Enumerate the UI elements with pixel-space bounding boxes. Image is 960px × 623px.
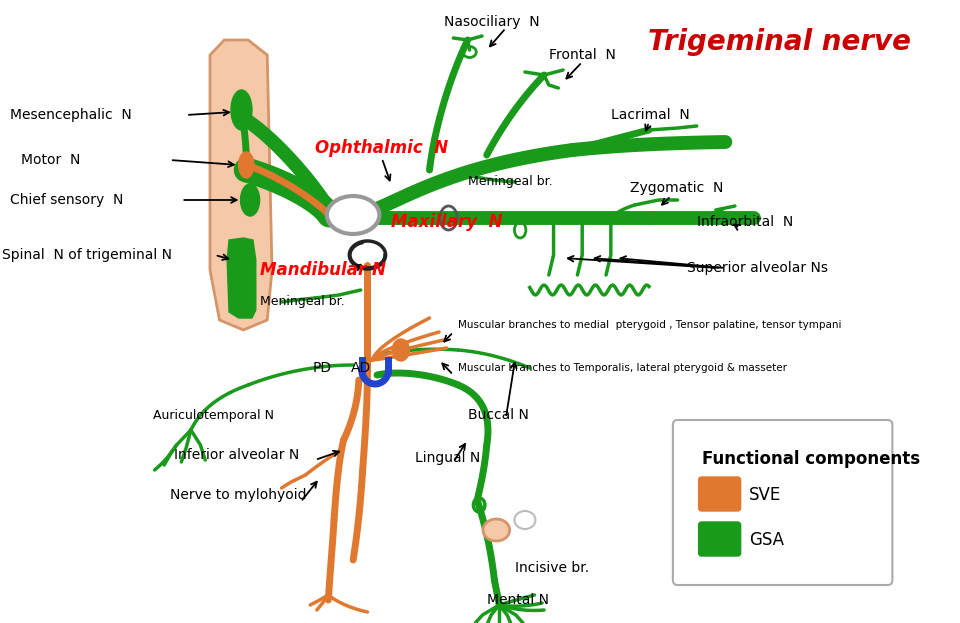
Text: Ophthalmic  N: Ophthalmic N	[315, 139, 448, 157]
FancyBboxPatch shape	[699, 477, 740, 511]
Text: Lacrimal  N: Lacrimal N	[611, 108, 689, 122]
Text: AD: AD	[351, 361, 372, 375]
Text: Buccal N: Buccal N	[468, 408, 529, 422]
Text: Maxillary  N: Maxillary N	[392, 213, 503, 231]
Text: Spinal  N of trigeminal N: Spinal N of trigeminal N	[2, 248, 172, 262]
Text: Nasociliary  N: Nasociliary N	[444, 15, 540, 29]
Ellipse shape	[239, 152, 253, 178]
Polygon shape	[228, 238, 255, 318]
Text: Functional components: Functional components	[702, 450, 920, 468]
Ellipse shape	[483, 519, 510, 541]
Text: Auriculotemporal N: Auriculotemporal N	[153, 409, 274, 422]
Polygon shape	[210, 40, 272, 330]
Text: Mesencephalic  N: Mesencephalic N	[10, 108, 132, 122]
Ellipse shape	[231, 90, 252, 130]
Text: Infraorbital  N: Infraorbital N	[697, 215, 793, 229]
Text: Meningeal br.: Meningeal br.	[468, 176, 552, 189]
Text: Muscular branches to medial  pterygoid , Tensor palatine, tensor tympani: Muscular branches to medial pterygoid , …	[458, 320, 842, 330]
Text: SVE: SVE	[749, 486, 781, 504]
Text: Motor  N: Motor N	[21, 153, 81, 167]
FancyBboxPatch shape	[699, 522, 740, 556]
Text: Incisive br.: Incisive br.	[516, 561, 589, 575]
Text: Inferior alveolar N: Inferior alveolar N	[174, 448, 299, 462]
Ellipse shape	[393, 339, 410, 361]
Text: Zygomatic  N: Zygomatic N	[630, 181, 723, 195]
Ellipse shape	[241, 184, 259, 216]
Text: Muscular branches to Temporalis, lateral pterygoid & masseter: Muscular branches to Temporalis, lateral…	[458, 363, 787, 373]
Text: Chief sensory  N: Chief sensory N	[10, 193, 123, 207]
Text: Superior alveolar Ns: Superior alveolar Ns	[687, 261, 828, 275]
FancyBboxPatch shape	[673, 420, 893, 585]
Text: Nerve to mylohyoid: Nerve to mylohyoid	[170, 488, 306, 502]
Text: Trigeminal nerve: Trigeminal nerve	[648, 28, 911, 56]
Ellipse shape	[327, 196, 379, 234]
Text: Lingual N: Lingual N	[415, 451, 480, 465]
Text: PD: PD	[313, 361, 332, 375]
Text: Mandibular N: Mandibular N	[259, 261, 386, 279]
Text: Meningeal br.: Meningeal br.	[259, 295, 345, 308]
Text: Frontal  N: Frontal N	[549, 48, 615, 62]
Text: Mental N: Mental N	[487, 593, 549, 607]
Text: GSA: GSA	[749, 531, 784, 549]
